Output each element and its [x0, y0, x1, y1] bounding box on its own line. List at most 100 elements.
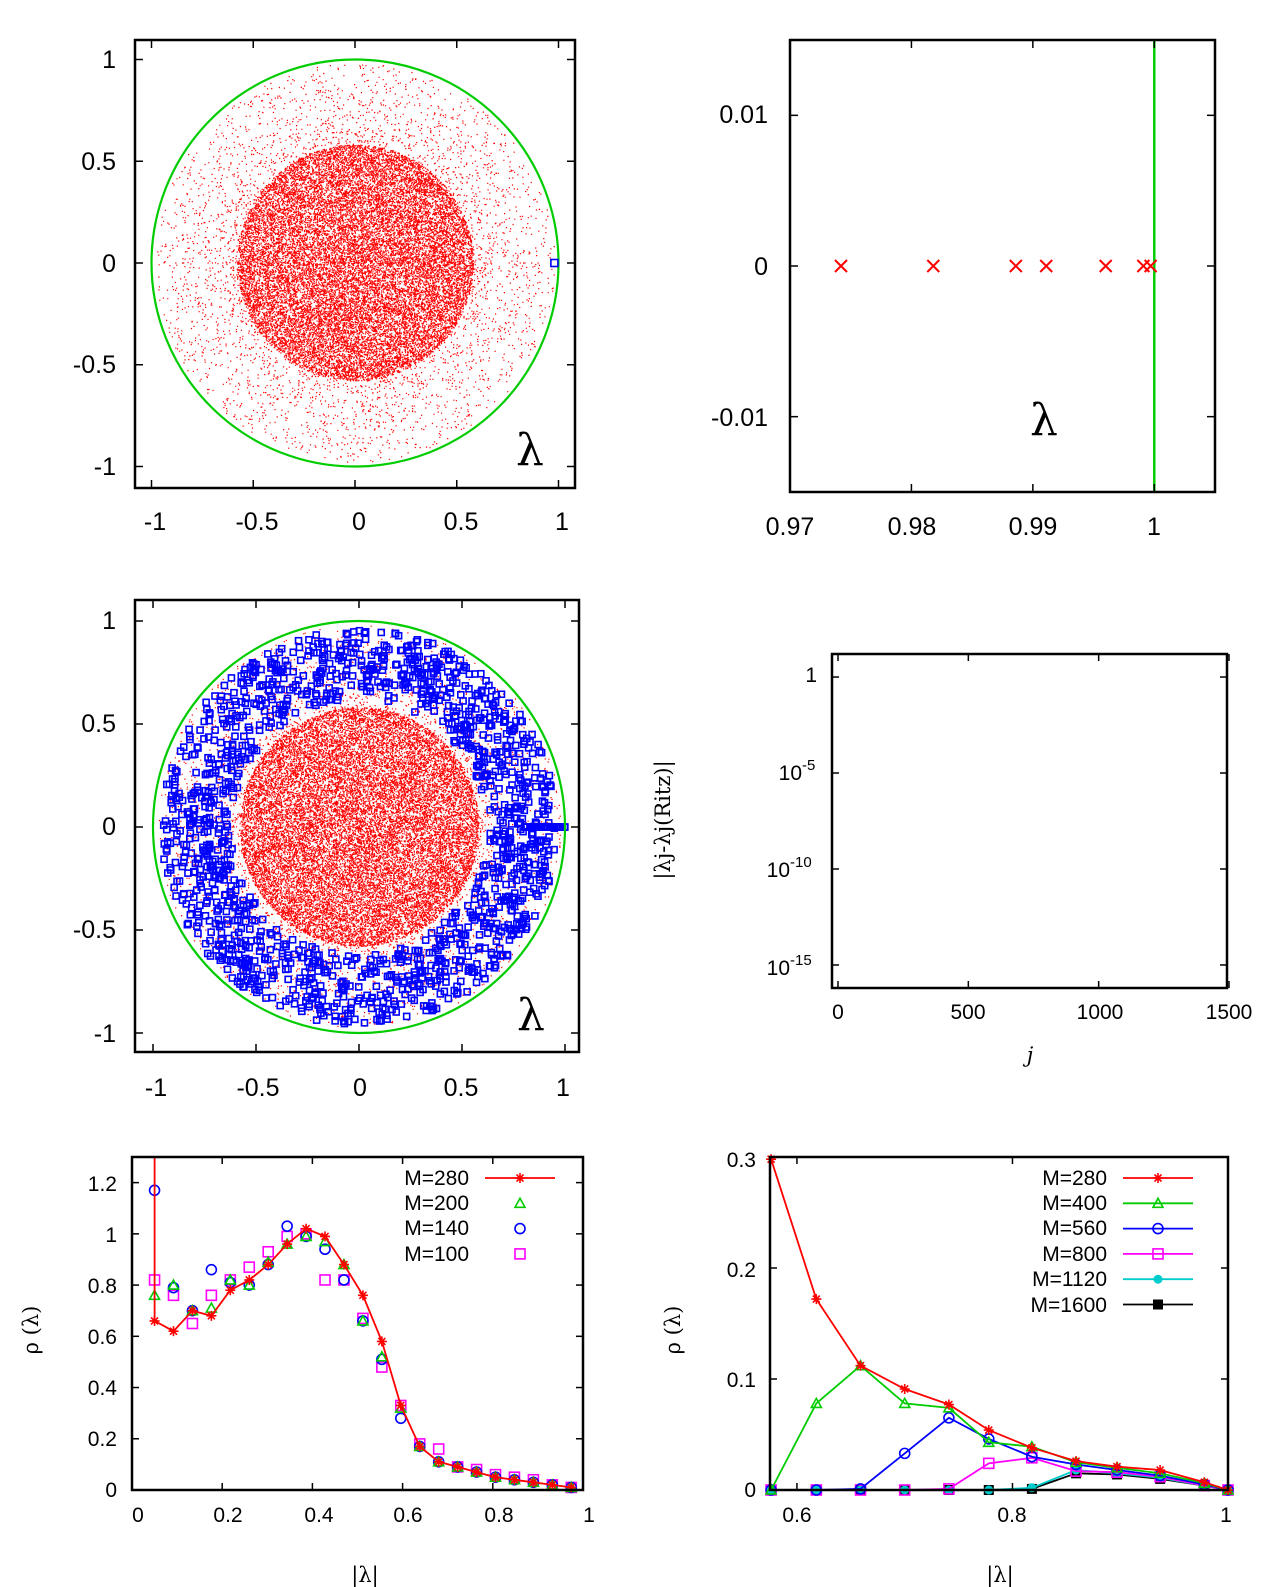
legend-label: M=280: [1042, 1167, 1107, 1190]
ritz-value-marker: [401, 679, 410, 688]
panel3-annotation: λ: [517, 990, 545, 1041]
ritz-value-marker: [474, 878, 483, 886]
ritz-value-marker: [204, 733, 213, 741]
ritz-value-marker: [436, 691, 445, 700]
ritz-value-marker: [333, 696, 342, 705]
panel6-xlabel: |λ|: [986, 1563, 1013, 1587]
ritz-value-marker: [489, 908, 497, 916]
ritz-value-marker: [305, 647, 313, 655]
ritz-value-marker: [535, 748, 544, 756]
ritz-value-marker: [313, 648, 321, 657]
ritz-value-marker: [340, 982, 349, 991]
ritz-value-marker: [316, 959, 324, 967]
ritz-value-marker: [489, 864, 498, 873]
ritz-value-marker: [220, 702, 228, 711]
ritz-value-marker: [465, 670, 474, 679]
eigenvalue-marker: [1143, 259, 1158, 273]
ritz-value-marker: [363, 991, 371, 1000]
legend-marker: [1151, 1196, 1165, 1209]
ritz-value-marker: [211, 726, 219, 734]
panel4-ytick-base: 10: [767, 957, 790, 980]
panel1-xtick: -0.5: [235, 508, 278, 536]
ritz-value-marker: [239, 900, 248, 909]
ritz-value-marker: [379, 662, 388, 670]
ritz-value-marker: [413, 947, 422, 955]
ritz-value-marker: [283, 697, 291, 705]
ritz-value-marker: [191, 750, 199, 759]
ritz-value-marker: [304, 949, 312, 957]
panel1-xtick: 0: [352, 508, 366, 536]
panel4-ytick-base: 10: [779, 762, 802, 785]
ritz-value-marker: [376, 959, 385, 968]
ritz-value-marker: [462, 729, 471, 738]
ritz-value-marker: [185, 725, 193, 734]
ritz-value-marker: [289, 683, 297, 692]
legend-marker: [514, 1248, 526, 1260]
ritz-value-marker: [248, 659, 257, 667]
legend-label: M=1120: [1032, 1268, 1107, 1291]
ritz-value-marker: [191, 868, 199, 876]
ritz-value-marker: [424, 641, 432, 650]
ritz-value-marker: [424, 972, 433, 981]
panel2-xtick: 0.98: [888, 513, 937, 541]
data-point: [205, 1289, 218, 1302]
panel-eigenvalue-spectrum: λ -1 -0.5 0 0.5 1 1 0.5 0 -0.5 -1: [73, 38, 577, 536]
ritz-value-marker: [231, 732, 239, 741]
ritz-value-marker: [162, 825, 171, 834]
panel1-xtick: 1: [555, 508, 569, 536]
panel4-xlabel: j: [1023, 1043, 1034, 1067]
ritz-value-marker: [524, 790, 532, 798]
ritz-value-marker: [490, 803, 499, 811]
ritz-value-marker: [241, 755, 250, 764]
ritz-value-marker: [205, 709, 214, 717]
ritz-value-marker: [530, 860, 539, 869]
ritz-value-marker: [276, 721, 284, 730]
ritz-value-marker: [488, 860, 497, 869]
ritz-value-marker: [427, 1003, 436, 1011]
ritz-value-marker: [492, 690, 501, 699]
panel5-ytick: 0.6: [88, 1326, 117, 1349]
ritz-value-marker: [489, 868, 498, 877]
ritz-value-marker: [175, 877, 184, 885]
ritz-value-marker: [520, 912, 529, 921]
panel5-x-ticks: 0 0.2 0.4 0.6 0.8 1: [132, 1504, 595, 1527]
ritz-value-marker: [246, 925, 254, 933]
data-point: [509, 1474, 520, 1485]
ritz-value-marker: [516, 854, 525, 863]
ritz-value-marker: [547, 782, 555, 791]
ritz-value-marker: [312, 1016, 321, 1024]
ritz-value-marker: [380, 652, 388, 660]
data-point: [223, 1273, 237, 1285]
ritz-value-marker: [247, 737, 255, 746]
ritz-value-marker: [487, 721, 496, 730]
legend-marker: [1152, 1222, 1164, 1235]
ritz-value-marker: [512, 717, 520, 725]
ritz-value-marker: [521, 925, 530, 934]
panel-ritz-error: 0 500 1000 1500 1 10 -5 10 -10 10 -15 j …: [651, 652, 1252, 1067]
legend-marker: [1153, 1299, 1163, 1310]
ritz-value-marker: [421, 936, 430, 944]
ritz-value-marker: [227, 780, 236, 789]
ritz-value-marker: [457, 690, 465, 699]
ritz-value-marker: [495, 903, 503, 911]
panel3-marks: [135, 600, 579, 1052]
ritz-value-marker: [313, 679, 321, 687]
panel-density-low-M: 0 0.2 0.4 0.6 0.8 1 0 0.2 0.4 0.6 0.8 1 …: [19, 1155, 595, 1587]
panel3-ytick: 0.5: [81, 710, 116, 738]
ritz-value-marker: [215, 760, 223, 769]
ritz-value-marker: [477, 887, 485, 896]
ritz-value-marker: [424, 702, 432, 711]
ritz-value-marker: [194, 908, 202, 917]
ritz-value-marker: [505, 838, 514, 846]
ritz-value-marker: [334, 961, 342, 970]
data-point: [376, 1361, 388, 1373]
ritz-value-marker: [196, 726, 204, 734]
ritz-value-marker: [320, 1011, 328, 1020]
ritz-value-marker: [491, 884, 499, 893]
panel3-xtick: 1: [556, 1074, 570, 1102]
ritz-value-marker: [344, 952, 353, 960]
ritz-value-marker: [266, 929, 275, 937]
ritz-value-marker: [342, 629, 351, 638]
ritz-value-marker: [385, 645, 393, 654]
ritz-value-marker: [439, 717, 447, 726]
